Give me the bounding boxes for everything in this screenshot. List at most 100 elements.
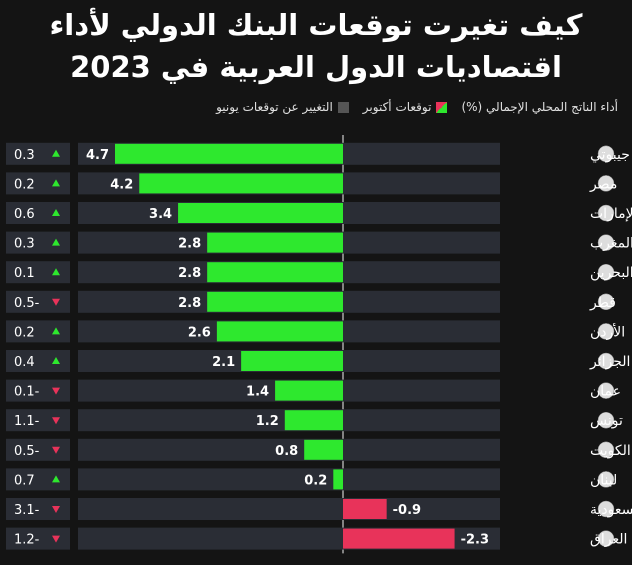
bar-value-label: 0.8 — [275, 444, 298, 459]
legend: أداء الناتج المحلي الإجمالي (%) توقعات أ… — [14, 100, 618, 114]
change-value: 0.5- — [14, 444, 40, 459]
country-label: جيبوتي — [590, 147, 630, 163]
country-flag-icon — [597, 175, 615, 192]
change-cell-bg — [6, 261, 70, 284]
change-value: 1.1- — [14, 414, 40, 429]
bar — [207, 291, 343, 312]
change-cell-bg — [6, 172, 70, 195]
bar-value-label: 2.8 — [178, 296, 201, 311]
country-label: عمان — [590, 384, 621, 400]
bar — [284, 410, 343, 431]
change-value: 0.2 — [14, 325, 35, 340]
row-bg — [78, 498, 500, 520]
country-label: الكويت — [590, 443, 631, 459]
change-cell-bg — [6, 231, 70, 254]
change-cell-bg — [6, 468, 70, 491]
change-value: 0.3 — [14, 237, 35, 252]
down-arrow-icon — [52, 506, 60, 513]
change-value: 0.3 — [14, 148, 35, 163]
bar — [343, 499, 387, 519]
bar-value-label: 0.2 — [304, 473, 327, 488]
country-flag-icon — [597, 471, 615, 488]
legend-change-swatch — [337, 101, 349, 113]
bar — [304, 439, 343, 460]
row-bg — [78, 438, 500, 461]
up-arrow-icon — [52, 149, 60, 157]
change-value: 3.1- — [14, 503, 40, 518]
country-flag-icon — [597, 263, 615, 281]
bar — [343, 528, 455, 549]
title-line-2: اقتصاديات الدول العربية في 2023 — [70, 50, 562, 84]
change-value: 0.7 — [14, 473, 35, 488]
bar-value-label: 2.6 — [188, 325, 211, 340]
bar — [241, 351, 343, 371]
bar-value-label: 1.2 — [256, 414, 279, 429]
down-arrow-icon — [52, 535, 60, 543]
up-arrow-icon — [52, 475, 60, 483]
change-value: 0.1 — [14, 266, 35, 281]
up-arrow-icon — [52, 209, 60, 216]
country-label: البحرين — [590, 265, 632, 281]
chart-title: كيف تغيرت توقعات البنك الدولي لأداء اقتص… — [0, 4, 632, 88]
legend-change-label: التغيير عن توقعات يونيو — [216, 100, 333, 114]
country-label: الأردن — [590, 322, 625, 340]
change-cell-bg — [6, 527, 70, 550]
legend-october: توقعات أكتوبر — [363, 100, 448, 114]
bar — [178, 203, 343, 223]
change-cell-bg — [6, 498, 70, 520]
change-cell-bg — [6, 409, 70, 432]
country-label: الإمارات — [590, 206, 632, 222]
down-arrow-icon — [52, 298, 60, 306]
country-label: تونس — [590, 413, 623, 429]
bar-value-label: -2.3 — [461, 533, 489, 548]
country-flag-icon — [597, 500, 615, 518]
legend-october-label: توقعات أكتوبر — [362, 100, 432, 114]
bar — [207, 262, 343, 283]
bar-value-label: 2.1 — [212, 355, 235, 370]
country-flag-icon — [597, 530, 615, 547]
country-flag-icon — [597, 382, 615, 399]
change-value: 1.2- — [14, 533, 40, 548]
down-arrow-icon — [52, 446, 60, 454]
change-value: 0.2 — [14, 177, 35, 192]
country-label: الجزائر — [589, 354, 630, 370]
change-cell-bg — [6, 290, 70, 313]
bar-value-label: 2.8 — [178, 237, 201, 252]
bar-value-label: 4.2 — [110, 177, 133, 192]
row-bg — [78, 468, 500, 491]
country-label: قطر — [589, 295, 616, 311]
legend-change: التغيير عن توقعات يونيو — [216, 100, 349, 114]
change-cell-bg — [6, 320, 70, 343]
legend-gdp-label: أداء الناتج المحلي الإجمالي (%) — [461, 100, 618, 114]
bar-value-label: -0.9 — [393, 503, 421, 518]
change-cell-bg — [6, 350, 70, 372]
legend-october-swatch — [436, 101, 448, 113]
change-cell-bg — [6, 202, 70, 224]
change-value: 0.6 — [14, 207, 35, 222]
country-label: لبنان — [590, 472, 617, 488]
change-value: 0.5- — [14, 296, 40, 311]
bar — [275, 380, 343, 401]
bar — [207, 232, 343, 253]
up-arrow-icon — [52, 179, 60, 187]
country-flag-icon — [597, 145, 615, 163]
change-cell-bg — [6, 379, 70, 402]
country-label: العراق — [590, 532, 627, 548]
up-arrow-icon — [52, 268, 60, 276]
up-arrow-icon — [52, 327, 60, 335]
bar-value-label: 2.8 — [178, 266, 201, 281]
up-arrow-icon — [52, 357, 60, 364]
country-flag-icon — [597, 234, 615, 251]
change-cell-bg — [6, 142, 70, 165]
bar — [216, 321, 343, 342]
country-flag-icon — [597, 411, 615, 429]
up-arrow-icon — [52, 238, 60, 246]
bar-value-label: 3.4 — [149, 207, 172, 222]
change-value: 0.1- — [14, 385, 40, 400]
bar-value-label: 1.4 — [246, 385, 269, 400]
change-cell-bg — [6, 438, 70, 461]
down-arrow-icon — [52, 387, 60, 395]
down-arrow-icon — [52, 417, 60, 425]
bar — [115, 143, 343, 164]
country-label: مصر — [589, 176, 617, 192]
